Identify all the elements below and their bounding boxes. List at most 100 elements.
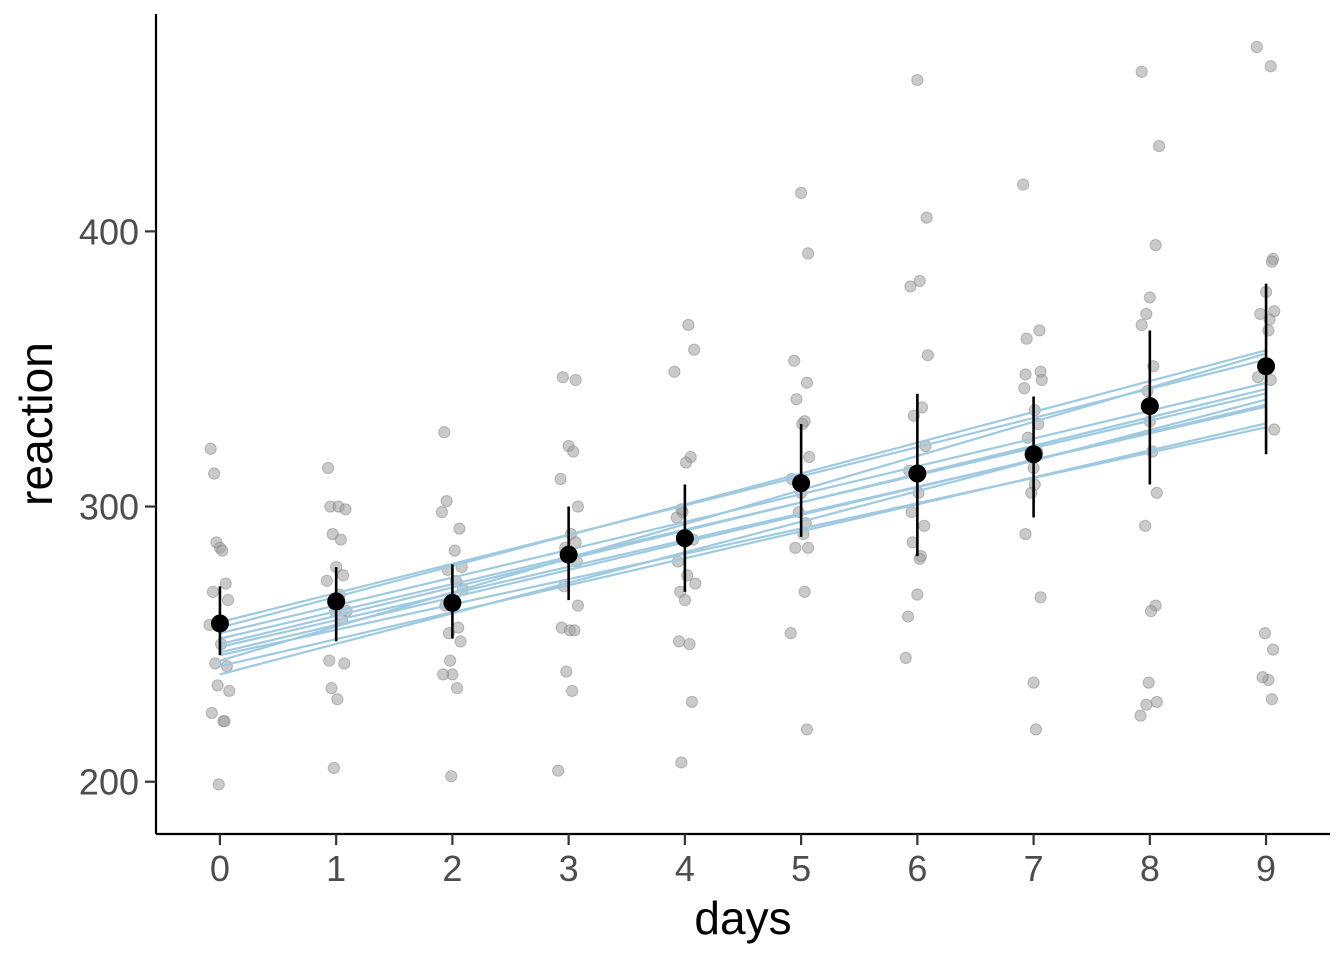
observation-point — [1251, 371, 1265, 384]
subject-fit-line — [219, 358, 1267, 624]
observation-point — [567, 445, 580, 458]
subject-fit-line — [219, 426, 1267, 657]
observation-point — [206, 585, 220, 598]
observation-point — [1017, 178, 1030, 191]
x-tick-label: 6 — [907, 848, 927, 889]
observation-point — [784, 627, 797, 640]
y-tick-label: 400 — [79, 211, 139, 252]
observation-point — [571, 599, 585, 612]
observation-point — [801, 247, 815, 260]
observation-point — [689, 577, 702, 590]
mean-point — [1140, 397, 1159, 416]
observation-point — [568, 624, 581, 637]
observation-point — [1144, 605, 1158, 618]
observation-point — [1265, 255, 1278, 268]
x-tick-label: 4 — [675, 848, 695, 889]
observation-point — [1262, 324, 1275, 337]
observation-point — [685, 695, 698, 709]
y-axis-title: reaction — [10, 342, 62, 506]
observation-point — [320, 574, 333, 587]
observation-point — [221, 594, 235, 607]
observation-point — [219, 577, 232, 590]
observation-point — [1153, 139, 1166, 153]
observation-point — [899, 651, 912, 664]
observation-point — [223, 684, 236, 698]
observation-point — [435, 505, 449, 519]
x-tick-label: 2 — [442, 848, 462, 889]
observation-point — [789, 541, 802, 554]
x-tick-label: 7 — [1024, 848, 1044, 889]
observation-point — [1149, 239, 1162, 252]
x-tick-label: 1 — [326, 848, 346, 889]
observation-point — [672, 635, 686, 648]
observation-point — [1135, 318, 1148, 332]
observation-point — [801, 541, 815, 554]
observation-point — [326, 527, 339, 541]
mean-point — [1024, 445, 1043, 464]
subject-fit-line — [219, 387, 1267, 646]
observation-point — [1027, 676, 1040, 689]
observation-point — [683, 638, 696, 651]
observation-point — [668, 365, 681, 378]
observation-point — [569, 373, 582, 387]
subject-fit-line — [219, 422, 1267, 668]
y-tick-label: 300 — [79, 487, 139, 528]
subject-fit-line — [219, 352, 1267, 662]
x-tick-label: 8 — [1140, 848, 1160, 889]
observation-point — [1140, 307, 1153, 321]
observation-point — [800, 376, 814, 389]
observation-point — [1142, 676, 1155, 689]
observation-point — [1020, 332, 1033, 345]
observation-point — [1019, 368, 1032, 381]
observation-point — [1258, 627, 1272, 640]
observation-point — [1035, 373, 1048, 387]
x-tick-label: 3 — [559, 848, 579, 889]
observation-point — [913, 552, 926, 565]
subject-fit-line — [219, 398, 1267, 676]
observation-point — [911, 73, 924, 87]
observation-point — [438, 426, 451, 439]
observation-point — [453, 522, 466, 535]
x-tick-label: 5 — [791, 848, 811, 889]
observation-point — [905, 505, 918, 519]
mean-point — [327, 592, 346, 611]
mean-point — [443, 593, 462, 612]
x-tick-label: 9 — [1256, 848, 1276, 889]
observation-point — [1143, 291, 1156, 304]
observation-point — [321, 461, 335, 475]
observation-point — [454, 635, 467, 648]
observation-point — [911, 588, 924, 601]
observation-point — [901, 610, 915, 623]
observation-point — [1140, 698, 1153, 711]
observation-point — [331, 693, 344, 706]
observation-point — [1256, 671, 1269, 684]
observation-point — [218, 715, 231, 728]
observation-points — [203, 40, 1281, 791]
observation-point — [679, 456, 693, 469]
observation-point — [682, 318, 695, 332]
observation-point — [327, 761, 340, 775]
observation-point — [1268, 423, 1281, 436]
observation-point — [678, 594, 691, 607]
observation-point — [440, 494, 453, 508]
observation-point — [788, 354, 801, 367]
observation-point — [1250, 40, 1263, 54]
observation-point — [325, 682, 338, 695]
observation-point — [795, 186, 808, 199]
axes: 0 1 2 3 4 5 6 7 8 9 200 300 400 — [79, 14, 1330, 889]
observation-point — [560, 665, 573, 678]
mean-point — [559, 545, 578, 564]
observation-point — [921, 349, 934, 362]
observation-point — [675, 756, 688, 769]
x-tick-label: 0 — [210, 848, 230, 889]
observation-point — [803, 450, 816, 464]
observation-point — [1034, 591, 1047, 604]
observation-point — [443, 654, 457, 667]
observation-point — [1135, 65, 1148, 78]
observation-point — [216, 544, 229, 557]
observation-point — [554, 472, 567, 486]
observation-point — [1150, 695, 1163, 709]
observation-point — [337, 569, 350, 582]
observation-point — [445, 770, 458, 783]
